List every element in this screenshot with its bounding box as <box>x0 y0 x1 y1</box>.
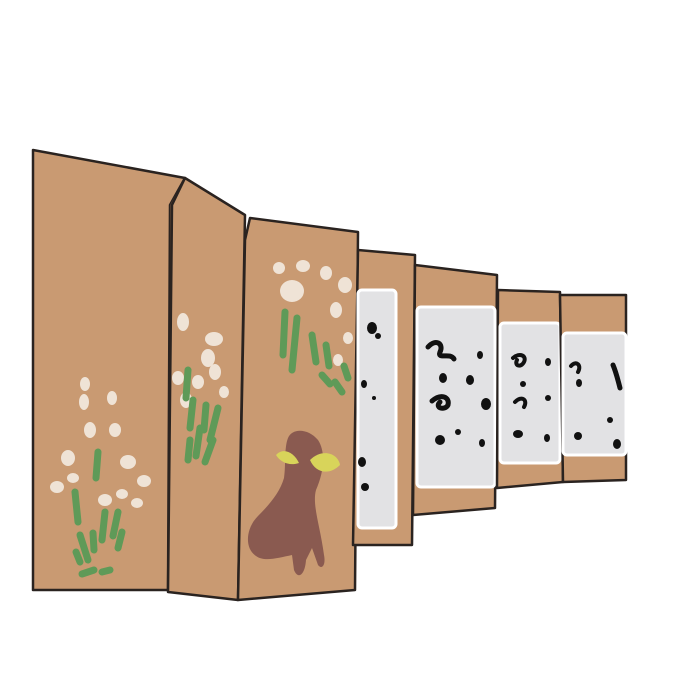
ink-marks-panel-4 <box>358 322 381 491</box>
screen-panel-6 <box>495 288 565 490</box>
flowering-plant-panel-1 <box>50 377 151 578</box>
flowering-plant-panel-3 <box>273 260 353 396</box>
screen-panel-4 <box>351 248 417 547</box>
paper-sheet-7 <box>561 331 628 457</box>
paper-sheet-5 <box>415 305 497 489</box>
screen-panel-3 <box>236 216 360 602</box>
creature-figure <box>247 430 340 576</box>
ink-marks-panel-7 <box>569 361 623 449</box>
screen-panel-2 <box>166 176 247 602</box>
paper-sheet-6 <box>498 321 562 465</box>
paper-sheet-4 <box>356 288 398 530</box>
ink-marks-panel-6 <box>511 353 551 442</box>
flowering-plant-panel-2 <box>172 313 229 466</box>
screen-panel-7 <box>558 293 628 484</box>
creature-ear-left <box>276 451 299 465</box>
creature-ear-right <box>310 453 340 472</box>
screen-panel-5 <box>411 263 499 517</box>
ink-marks-panel-5 <box>425 340 491 447</box>
screen-panel-1 <box>31 148 187 592</box>
